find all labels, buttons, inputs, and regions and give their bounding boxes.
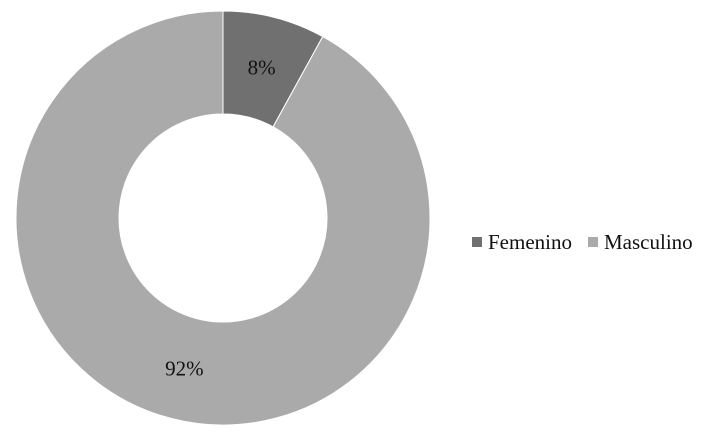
legend-item-femenino: Femenino — [472, 230, 572, 254]
legend-label-masculino: Masculino — [604, 230, 693, 254]
legend: Femenino Masculino — [472, 230, 693, 254]
legend-swatch-femenino — [472, 237, 482, 247]
legend-label-femenino: Femenino — [488, 230, 572, 254]
legend-swatch-masculino — [588, 237, 598, 247]
data-label-femenino: 8% — [248, 55, 276, 79]
slices-group — [15, 10, 431, 426]
legend-item-masculino: Masculino — [588, 230, 693, 254]
donut-slice-masculino — [15, 10, 431, 426]
data-labels-group: 8% 92% — [165, 55, 276, 380]
data-label-masculino: 92% — [165, 357, 204, 381]
